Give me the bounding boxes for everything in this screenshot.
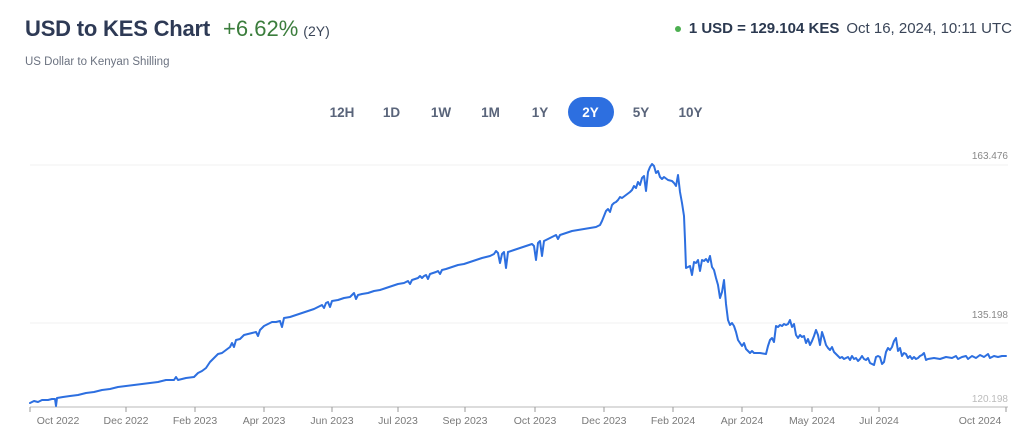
- y-tick-label: 120.198: [972, 394, 1009, 405]
- svg-text:Dec 2023: Dec 2023: [582, 415, 627, 427]
- svg-text:Oct 2024: Oct 2024: [959, 415, 1002, 427]
- x-axis-ticks: [29, 407, 1007, 412]
- rate-timestamp: Oct 16, 2024, 10:11 UTC: [846, 20, 1012, 37]
- svg-text:Jul 2023: Jul 2023: [378, 415, 418, 427]
- svg-text:Oct 2023: Oct 2023: [514, 415, 557, 427]
- svg-text:Feb 2024: Feb 2024: [651, 415, 696, 427]
- range-12h-button[interactable]: 12H: [329, 104, 355, 120]
- svg-text:May 2024: May 2024: [789, 415, 835, 427]
- range-1d-button[interactable]: 1D: [382, 104, 401, 120]
- y-tick-label: 163.476: [972, 151, 1009, 162]
- rate-line: [29, 163, 1007, 407]
- page-subtitle: US Dollar to Kenyan Shilling: [25, 56, 170, 68]
- svg-text:Sep 2023: Sep 2023: [443, 415, 488, 427]
- line-chart[interactable]: 163.476 135.198 120.198 Oct 2022 Dec 202…: [0, 140, 1024, 434]
- change-period: (2Y): [303, 23, 330, 39]
- range-10y-button[interactable]: 10Y: [678, 104, 703, 120]
- svg-text:Jun 2023: Jun 2023: [310, 415, 353, 427]
- y-tick-label: 135.198: [972, 310, 1009, 321]
- live-status-icon: [674, 25, 681, 32]
- time-range-selector: 12H 1D 1W 1M 1Y 2Y 5Y 10Y: [320, 97, 718, 127]
- x-axis-labels: Oct 2022 Dec 2022 Feb 2023 Apr 2023 Jun …: [37, 415, 1002, 427]
- svg-text:Dec 2022: Dec 2022: [104, 415, 149, 427]
- svg-text:Apr 2024: Apr 2024: [721, 415, 764, 427]
- range-1y-button[interactable]: 1Y: [531, 104, 549, 120]
- svg-text:Feb 2023: Feb 2023: [173, 415, 218, 427]
- range-5y-button[interactable]: 5Y: [632, 104, 650, 120]
- svg-text:Oct 2022: Oct 2022: [37, 415, 80, 427]
- range-1w-button[interactable]: 1W: [430, 104, 452, 120]
- range-2y-button[interactable]: 2Y: [567, 97, 614, 127]
- chart-header: USD to KES Chart +6.62% (2Y): [25, 16, 330, 42]
- rate-value: 1 USD = 129.104 KES: [688, 20, 840, 37]
- svg-text:Apr 2023: Apr 2023: [243, 415, 286, 427]
- svg-text:Jul 2024: Jul 2024: [859, 415, 899, 427]
- change-percent: +6.62%: [223, 16, 299, 41]
- range-1m-button[interactable]: 1M: [481, 104, 500, 120]
- page-title: USD to KES Chart: [25, 16, 211, 41]
- current-rate: 1 USD = 129.104 KES Oct 16, 2024, 10:11 …: [674, 20, 1012, 37]
